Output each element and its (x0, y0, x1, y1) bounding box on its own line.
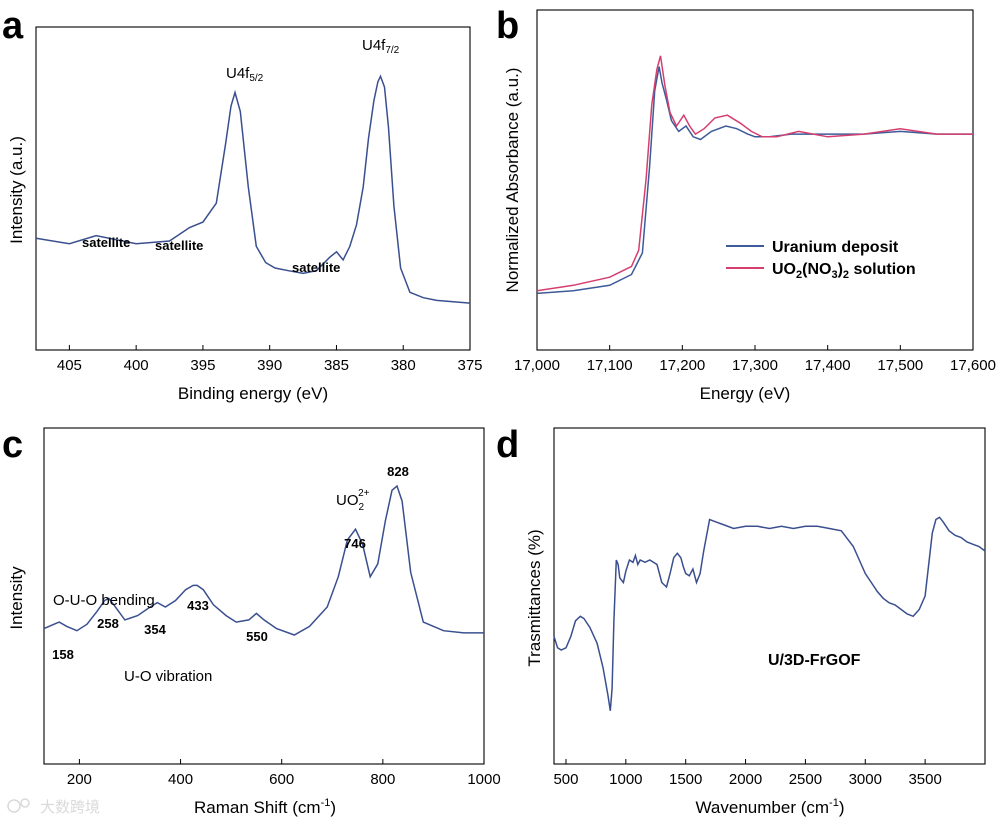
panel-a: a 405 400 395 390 385 380 375 U4f5/2 U4f7/2 sa… (2, 5, 483, 403)
uo-vibration-label: U-O vibration (124, 668, 212, 685)
panel-d-x-tick-label: 3500 (908, 771, 941, 788)
peak-550: 550 (246, 629, 268, 644)
peak-433: 433 (187, 598, 209, 613)
panel-b-x-tick-label: 17,300 (732, 357, 778, 374)
panel-b: b 17,000 17,100 17,200 17,300 17,400 17,500 17… (496, 5, 996, 403)
panel-c-frame (43, 427, 485, 765)
panel-b-legend: Uranium deposit UO2(NO3)2 solution (726, 239, 916, 281)
panel-d-x-tick-label: 3000 (849, 771, 882, 788)
legend-label-uo2no32-solution: UO2(NO3)2 solution (772, 261, 916, 281)
oUo-bending-label: O-U-O bending (53, 592, 155, 609)
sample-label: U/3D-FrGOF (768, 652, 861, 669)
panel-b-x-tick-label: 17,100 (587, 357, 633, 374)
panel-c-x-tick-label: 400 (168, 771, 193, 788)
panel-b-x-tick-label: 17,600 (950, 357, 996, 374)
panel-b-frame (536, 9, 974, 351)
peak-258: 258 (97, 616, 119, 631)
panel-a-satellite-3: satellite (292, 260, 340, 275)
panel-a-x-tick-label: 405 (57, 357, 82, 374)
uo2-2plus-label: UO22+ (336, 488, 370, 513)
panel-c-y-label: Intensity (7, 566, 26, 630)
panel-b-y-label: Normalized Absorbance (a.u.) (503, 68, 522, 293)
panel-a-u4f72-annotation: U4f7/2 (362, 37, 400, 56)
peak-746: 746 (344, 536, 366, 551)
panel-d-label: d (496, 424, 519, 466)
panel-a-x-tick-label: 385 (324, 357, 349, 374)
panel-d-series-line (553, 516, 986, 711)
panel-a-satellite-1: satellite (82, 235, 130, 250)
peak-354: 354 (144, 622, 166, 637)
panel-b-x-ticks: 17,000 17,100 17,200 17,300 17,400 17,500 17,6… (514, 345, 996, 374)
panel-b-series-uo2no32-solution (536, 55, 973, 292)
legend-label-uranium-deposit: Uranium deposit (772, 239, 899, 256)
watermark: 大数跨境 (7, 798, 100, 816)
panel-a-satellite-2: satellite (155, 238, 203, 253)
panel-a-x-label: Binding energy (eV) (178, 384, 328, 403)
panel-d-x-tick-label: 2000 (729, 771, 762, 788)
panel-b-x-tick-label: 17,400 (805, 357, 851, 374)
panel-a-x-tick-label: 395 (190, 357, 215, 374)
panel-b-x-tick-label: 17,000 (514, 357, 560, 374)
panel-c-x-ticks: 200 400 600 800 1000 (67, 759, 501, 788)
panel-a-label: a (2, 5, 24, 47)
panel-b-series-uranium-deposit (536, 66, 973, 295)
panel-b-label: b (496, 5, 519, 47)
panel-c-x-tick-label: 1000 (467, 771, 500, 788)
panel-d-x-tick-label: 2500 (789, 771, 822, 788)
panel-d-y-label: Trasmittances (%) (525, 529, 544, 666)
panel-b-x-label: Energy (eV) (700, 384, 791, 403)
panel-a-x-tick-label: 390 (257, 357, 282, 374)
panel-a-x-ticks: 405 400 395 390 385 380 375 (57, 345, 483, 374)
panel-c-label: c (2, 424, 23, 466)
panel-d-frame (553, 427, 986, 765)
panel-a-u4f52-annotation: U4f5/2 (226, 65, 264, 84)
peak-158: 158 (52, 647, 74, 662)
panel-c-x-tick-label: 200 (67, 771, 92, 788)
panel-d-x-ticks: 500 1000 1500 2000 2500 3000 3500 (553, 759, 942, 788)
panel-c-x-tick-label: 600 (269, 771, 294, 788)
panel-b-x-tick-label: 17,200 (659, 357, 705, 374)
panel-a-frame (35, 26, 471, 351)
panel-b-x-tick-label: 17,500 (877, 357, 923, 374)
panel-a-series-line (35, 74, 471, 304)
panel-a-x-tick-label: 400 (124, 357, 149, 374)
watermark-text: 大数跨境 (40, 798, 100, 816)
panel-c-x-tick-label: 800 (370, 771, 395, 788)
panel-d-x-tick-label: 500 (553, 771, 578, 788)
panel-a-x-tick-label: 380 (391, 357, 416, 374)
panel-c-x-label: Raman Shift (cm-1) (194, 797, 336, 817)
peak-828: 828 (387, 464, 409, 479)
panel-a-x-tick-label: 375 (457, 357, 482, 374)
panel-d-x-label: Wavenumber (cm-1) (696, 797, 845, 817)
panel-d-x-tick-label: 1500 (669, 771, 702, 788)
watermark-logo-icon-2 (20, 798, 30, 808)
panel-d: d 500 1000 1500 2000 2500 3000 3500 U/3D-FrGOF… (496, 424, 986, 817)
watermark-logo-icon (7, 799, 21, 813)
panel-c: c 200 400 600 800 1000 158 258 354 433 550 7… (2, 424, 501, 817)
panel-c-series-line (43, 484, 484, 636)
panel-a-y-label: Intensity (a.u.) (7, 136, 26, 244)
panel-d-x-tick-label: 1000 (609, 771, 642, 788)
